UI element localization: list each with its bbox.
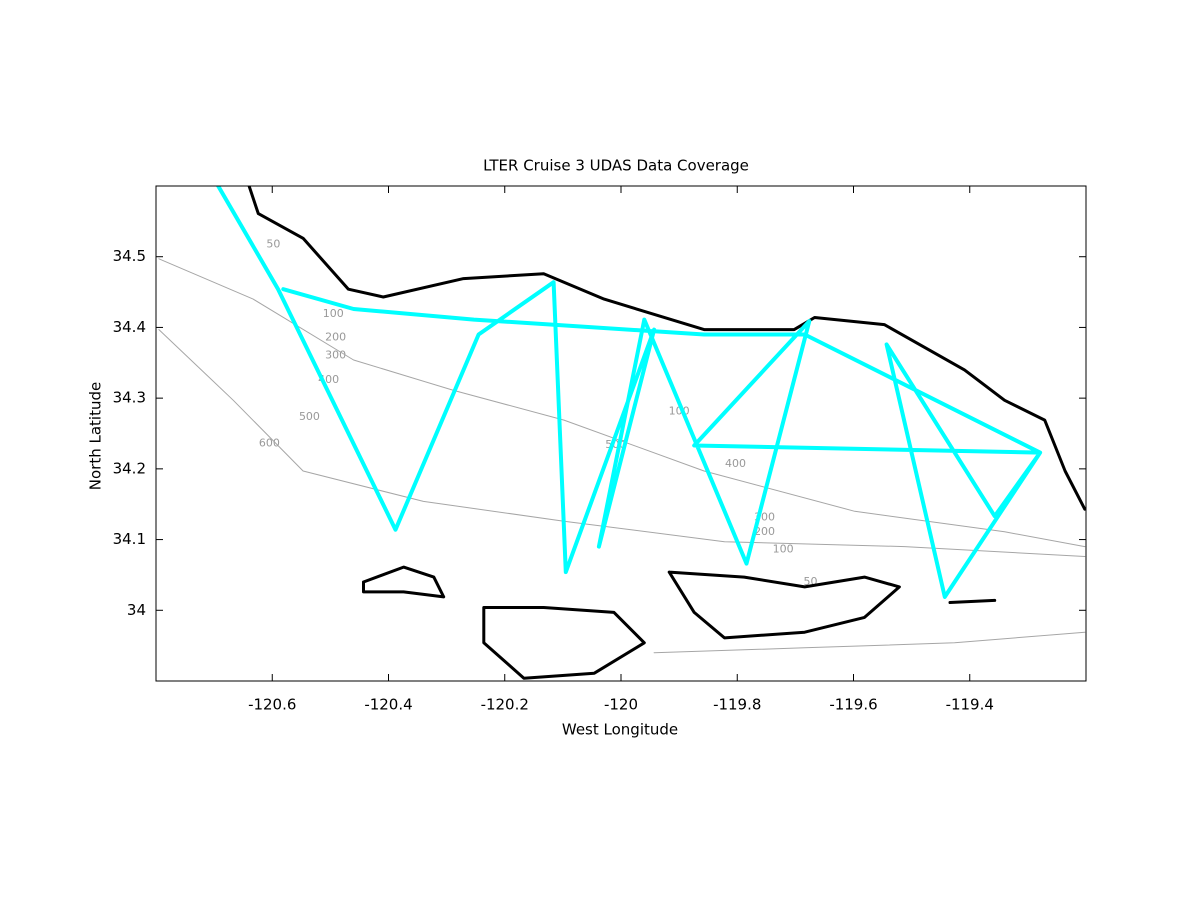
series-line (158, 329, 1086, 557)
y-tick-label: 34.1 (113, 530, 146, 548)
x-tick-label: -120 (604, 696, 638, 714)
contour-label: 600 (259, 436, 280, 449)
y-tick-label: 34.4 (113, 318, 146, 336)
x-axis-label: West Longitude (562, 721, 678, 739)
series-line (653, 631, 1086, 654)
x-tick-label: -119.6 (829, 696, 877, 714)
y-tick-label: 34.2 (113, 459, 146, 477)
series-line (158, 258, 1086, 548)
series-line (948, 598, 997, 604)
y-tick-label: 34.3 (113, 389, 146, 407)
chart-title: LTER Cruise 3 UDAS Data Coverage (483, 157, 749, 175)
contour-label: 200 (754, 525, 775, 538)
y-tick-label: 34 (127, 601, 146, 619)
contour-label: 500 (299, 410, 320, 423)
series-line (362, 565, 446, 599)
series-line (482, 606, 646, 680)
contour-label: 100 (323, 307, 344, 320)
x-tick-label: -119.8 (713, 696, 761, 714)
contour-label: 200 (325, 330, 346, 343)
contour-label: 300 (325, 349, 346, 362)
x-tick-label: -120.4 (364, 696, 412, 714)
y-axis-label: North Latitude (87, 382, 105, 490)
x-tick-label: -120.2 (481, 696, 529, 714)
contour-label: 50 (266, 238, 280, 251)
x-tick-label: -119.4 (946, 696, 994, 714)
contour-label: 400 (725, 457, 746, 470)
series-line (667, 570, 901, 640)
series-line (247, 186, 1086, 511)
contour-label: 100 (773, 542, 794, 555)
y-tick-label: 34.5 (113, 247, 146, 265)
x-tick-label: -120.6 (248, 696, 296, 714)
series-line (216, 186, 1043, 599)
